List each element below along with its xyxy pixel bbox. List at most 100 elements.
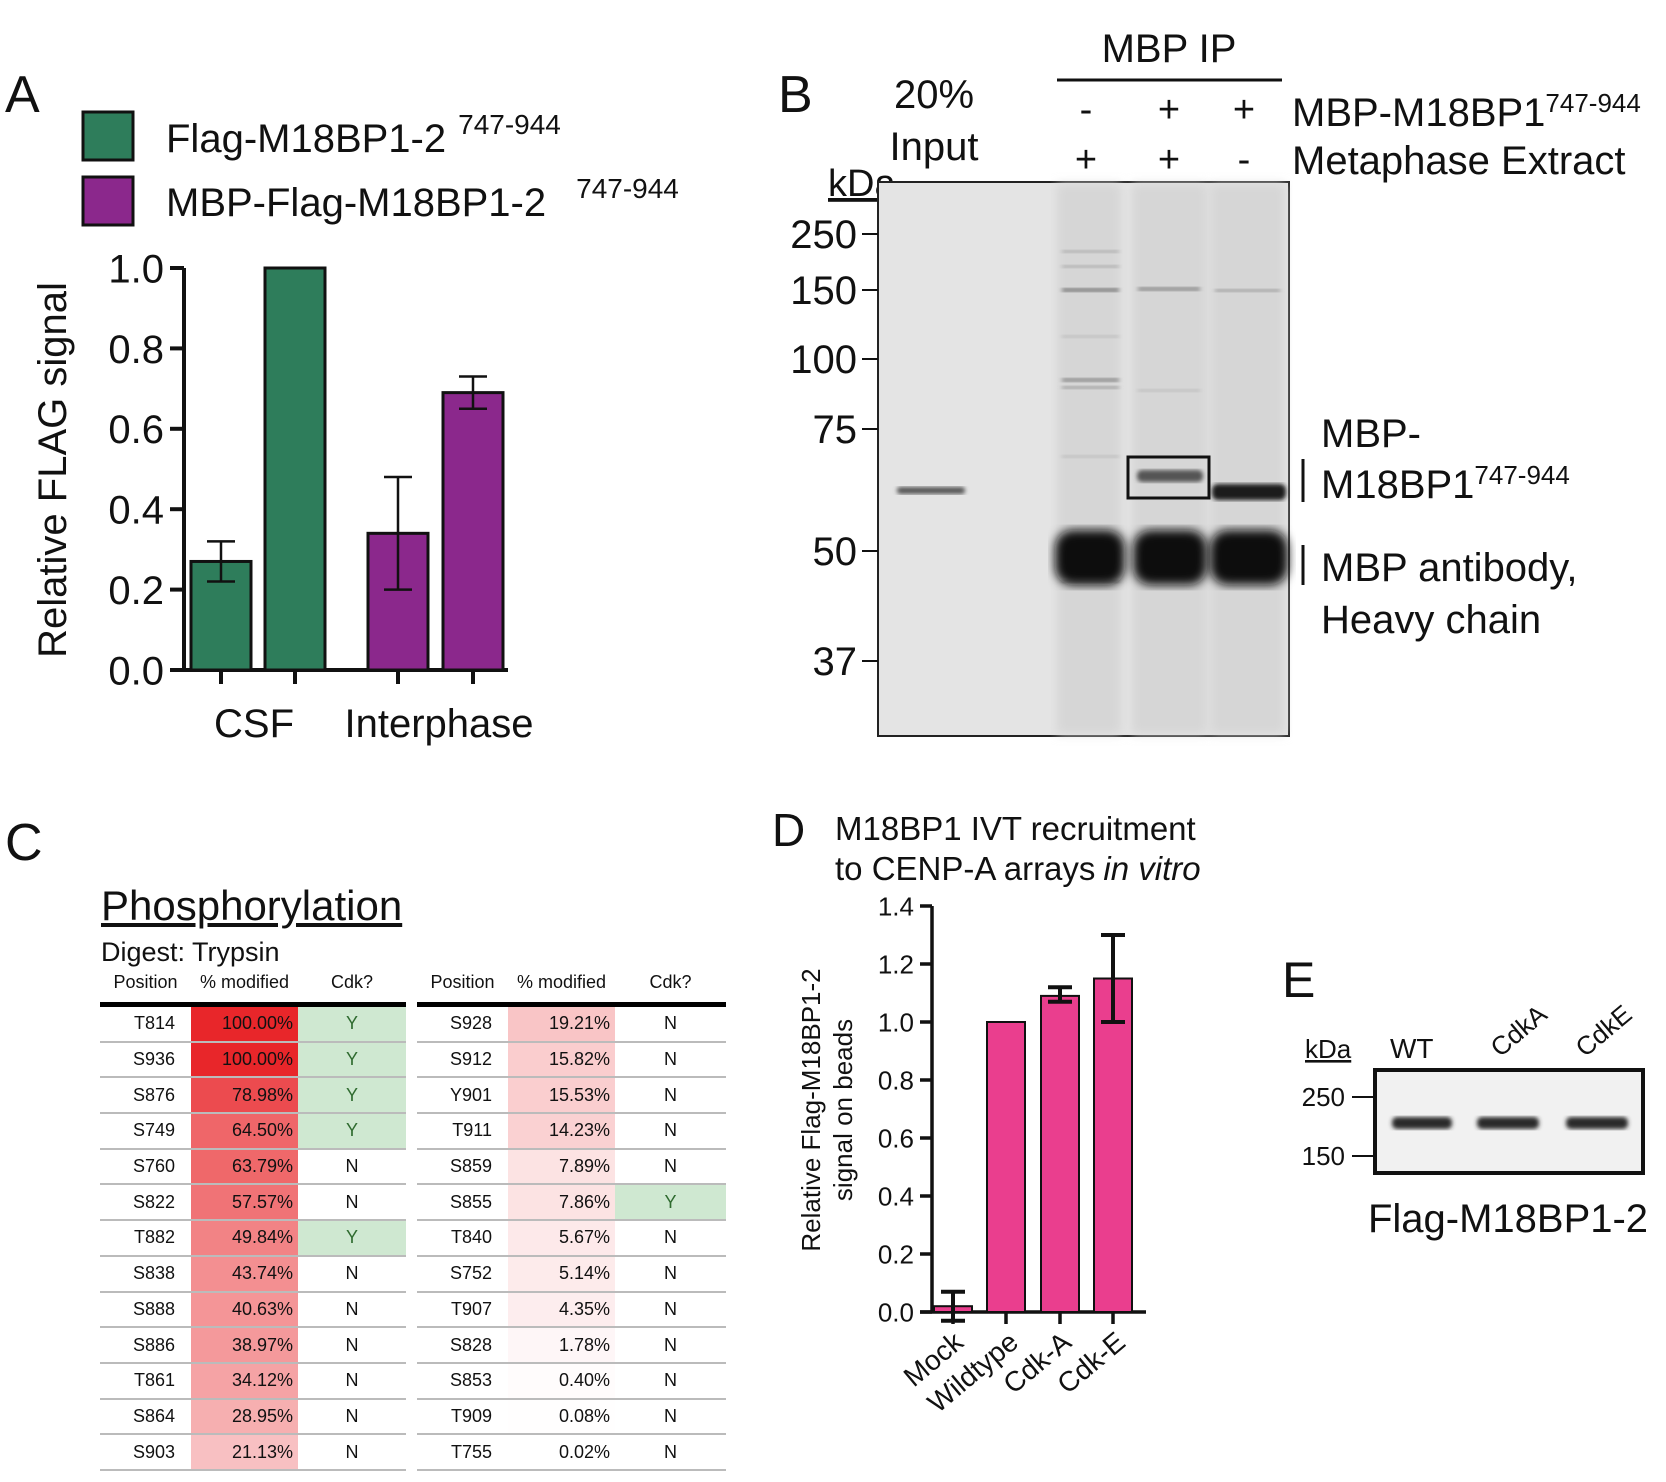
cdk-cell: N: [615, 1077, 726, 1115]
table-row: S903 21.13% N: [100, 1434, 406, 1471]
legend-swatch-purple: [81, 175, 135, 227]
gel-band: [1062, 250, 1119, 253]
position-cell: T907: [417, 1291, 508, 1329]
position-cell: S903: [100, 1434, 191, 1471]
position-cell: S855: [417, 1184, 508, 1222]
y-tick-label: 0.8: [878, 1065, 914, 1095]
gel-b-sign: +: [1075, 139, 1097, 181]
y-tick-label: 0.2: [108, 569, 164, 613]
gel-b-marker-label: 250: [790, 213, 857, 257]
gel-band: [1138, 389, 1200, 392]
cdk-cell: Y: [298, 1004, 406, 1043]
percent-modified-cell: 43.74%: [191, 1255, 298, 1293]
gel-b-input-label-1: 20%: [894, 73, 974, 117]
gel-b-band-label-3: MBP antibody,: [1321, 546, 1577, 590]
position-cell: S888: [100, 1291, 191, 1329]
cdk-cell: N: [615, 1327, 726, 1364]
y-tick-label: 1.0: [108, 247, 164, 291]
table-row: S928 19.21% N: [417, 1004, 726, 1043]
table-row: S886 38.97% N: [100, 1327, 406, 1364]
gel-lane: [1132, 184, 1207, 734]
blot-e: [1373, 1068, 1645, 1175]
position-cell: S752: [417, 1255, 508, 1293]
percent-modified-cell: 1.78%: [508, 1327, 615, 1364]
gel-b-sign: +: [1233, 89, 1255, 131]
panel-label-c: C: [5, 814, 43, 872]
percent-modified-cell: 100.00%: [191, 1004, 298, 1043]
percent-modified-cell: 63.79%: [191, 1148, 298, 1186]
blot-e-lane-wt: WT: [1390, 1033, 1434, 1064]
gel-band: [1062, 288, 1119, 292]
table-row: S760 63.79% N: [100, 1148, 406, 1186]
table-row: S888 40.63% N: [100, 1291, 406, 1329]
blot-e-lane-cdka: CdkA: [1485, 998, 1553, 1062]
gel-band-mbp-m18bp1: [1212, 484, 1286, 500]
table-row: S876 78.98% Y: [100, 1077, 406, 1115]
percent-modified-cell: 14.23%: [508, 1113, 615, 1150]
table-row: T909 0.08% N: [417, 1398, 726, 1436]
position-cell: T840: [417, 1220, 508, 1257]
table-title: Phosphorylation: [101, 882, 403, 929]
table-row: T907 4.35% N: [417, 1291, 726, 1329]
percent-modified-cell: 21.13%: [191, 1434, 298, 1471]
cdk-cell: Y: [298, 1077, 406, 1115]
blot-e-band: [1392, 1117, 1452, 1129]
y-tick-label: 0.2: [878, 1239, 914, 1269]
gel-b: 250 150 100 75 50 37: [790, 181, 1290, 737]
x-category-label: CSF: [214, 702, 294, 746]
position-cell: T909: [417, 1398, 508, 1436]
panel-label-a: A: [5, 66, 40, 124]
gel-b-marker-label: 100: [790, 338, 857, 382]
position-cell: S864: [100, 1398, 191, 1436]
position-cell: S760: [100, 1148, 191, 1186]
table-row: S859 7.89% N: [417, 1148, 726, 1186]
bar: [1040, 994, 1080, 1314]
position-cell: T755: [417, 1434, 508, 1471]
chart-d-title-2: to CENP-A arrays in vitro: [835, 850, 1201, 887]
col-header-modified: % modified: [508, 962, 615, 1007]
bar: [986, 1021, 1026, 1313]
percent-modified-cell: 28.95%: [191, 1398, 298, 1436]
table-row: Y901 15.53% N: [417, 1077, 726, 1115]
y-tick-label: 0.8: [108, 328, 164, 372]
chart-a-legend: Flag-M18BP1-2 747-944 MBP-Flag-M18BP1-2 74…: [81, 109, 679, 227]
cdk-cell: N: [615, 1041, 726, 1079]
panel-label-b: B: [778, 66, 813, 124]
percent-modified-cell: 40.63%: [191, 1291, 298, 1329]
table-row: S936 100.00% Y: [100, 1041, 406, 1079]
gel-b-marker-label: 37: [813, 640, 858, 684]
position-cell: T911: [417, 1113, 508, 1150]
cdk-cell: N: [615, 1362, 726, 1400]
y-tick-label: 0.6: [108, 408, 164, 452]
y-tick-label: 0.0: [108, 649, 164, 693]
percent-modified-cell: 5.14%: [508, 1255, 615, 1293]
cdk-cell: N: [298, 1148, 406, 1186]
percent-modified-cell: 5.67%: [508, 1220, 615, 1257]
cdk-cell: N: [298, 1362, 406, 1400]
percent-modified-cell: 0.40%: [508, 1362, 615, 1400]
position-cell: S928: [417, 1004, 508, 1043]
position-cell: S749: [100, 1113, 191, 1150]
cdk-cell: N: [298, 1255, 406, 1293]
table-row: T861 34.12% N: [100, 1362, 406, 1400]
table-row: S912 15.82% N: [417, 1041, 726, 1079]
gel-band: [1062, 386, 1119, 389]
y-tick-label: 1.4: [878, 891, 914, 921]
gel-band-mbp-m18bp1: [1137, 470, 1203, 482]
table-row: S855 7.86% Y: [417, 1184, 726, 1222]
table-row: S749 64.50% Y: [100, 1113, 406, 1150]
gel-band: [1215, 289, 1280, 292]
percent-modified-cell: 4.35%: [508, 1291, 615, 1329]
position-cell: S886: [100, 1327, 191, 1364]
table-row: S838 43.74% N: [100, 1255, 406, 1293]
blot-e-lane-cdke: CdkE: [1570, 999, 1638, 1063]
bar: [263, 266, 327, 672]
cdk-cell: N: [298, 1327, 406, 1364]
panel-label-e: E: [1282, 952, 1315, 1008]
chart-d-ylabel-1: Relative Flag-M18BP1-2: [796, 968, 826, 1251]
col-header-cdk: Cdk?: [615, 962, 726, 1007]
position-cell: S912: [417, 1041, 508, 1079]
gel-band: [1062, 335, 1119, 338]
cdk-cell: N: [615, 1291, 726, 1329]
